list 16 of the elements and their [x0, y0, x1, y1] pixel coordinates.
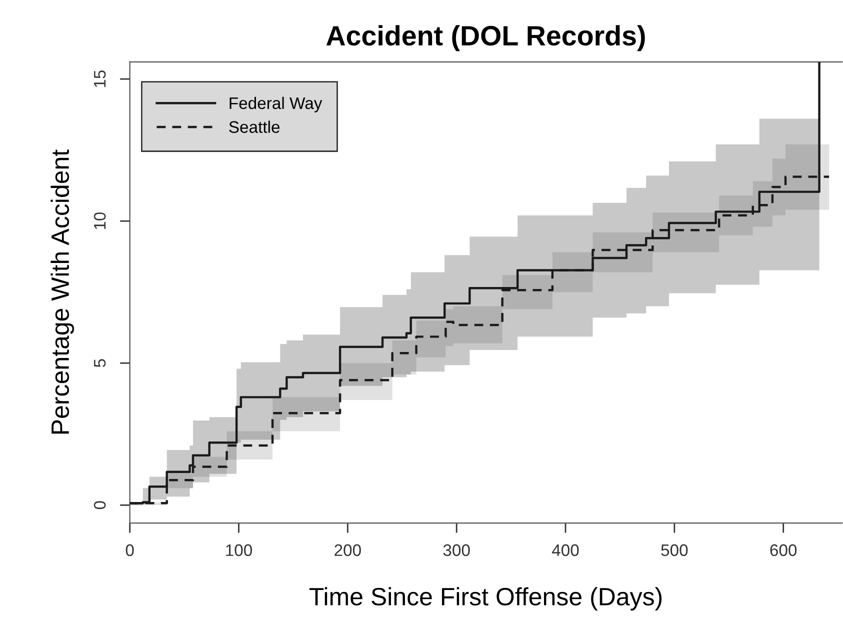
- x-axis-title: Time Since First Offense (Days): [309, 587, 662, 610]
- y-tick-label: 5: [94, 359, 106, 368]
- x-tick-label: 400: [552, 544, 579, 556]
- legend-label: Federal Way: [230, 96, 322, 112]
- x-tick-label: 300: [443, 544, 470, 556]
- y-axis-title: Percentage With Accident: [50, 150, 74, 434]
- y-tick-label: 10: [94, 212, 106, 230]
- x-tick-label: 100: [226, 544, 252, 556]
- legend-label: Seattle: [229, 120, 280, 133]
- x-tick-label: 200: [334, 544, 361, 556]
- x-tick-label: 0: [126, 544, 134, 556]
- y-tick-label: 15: [94, 70, 106, 88]
- x-tick-label: 600: [770, 544, 797, 556]
- y-tick-label: 0: [94, 501, 106, 510]
- x-tick-label: 500: [661, 544, 688, 556]
- chart-title: Accident (DOL Records): [326, 25, 645, 52]
